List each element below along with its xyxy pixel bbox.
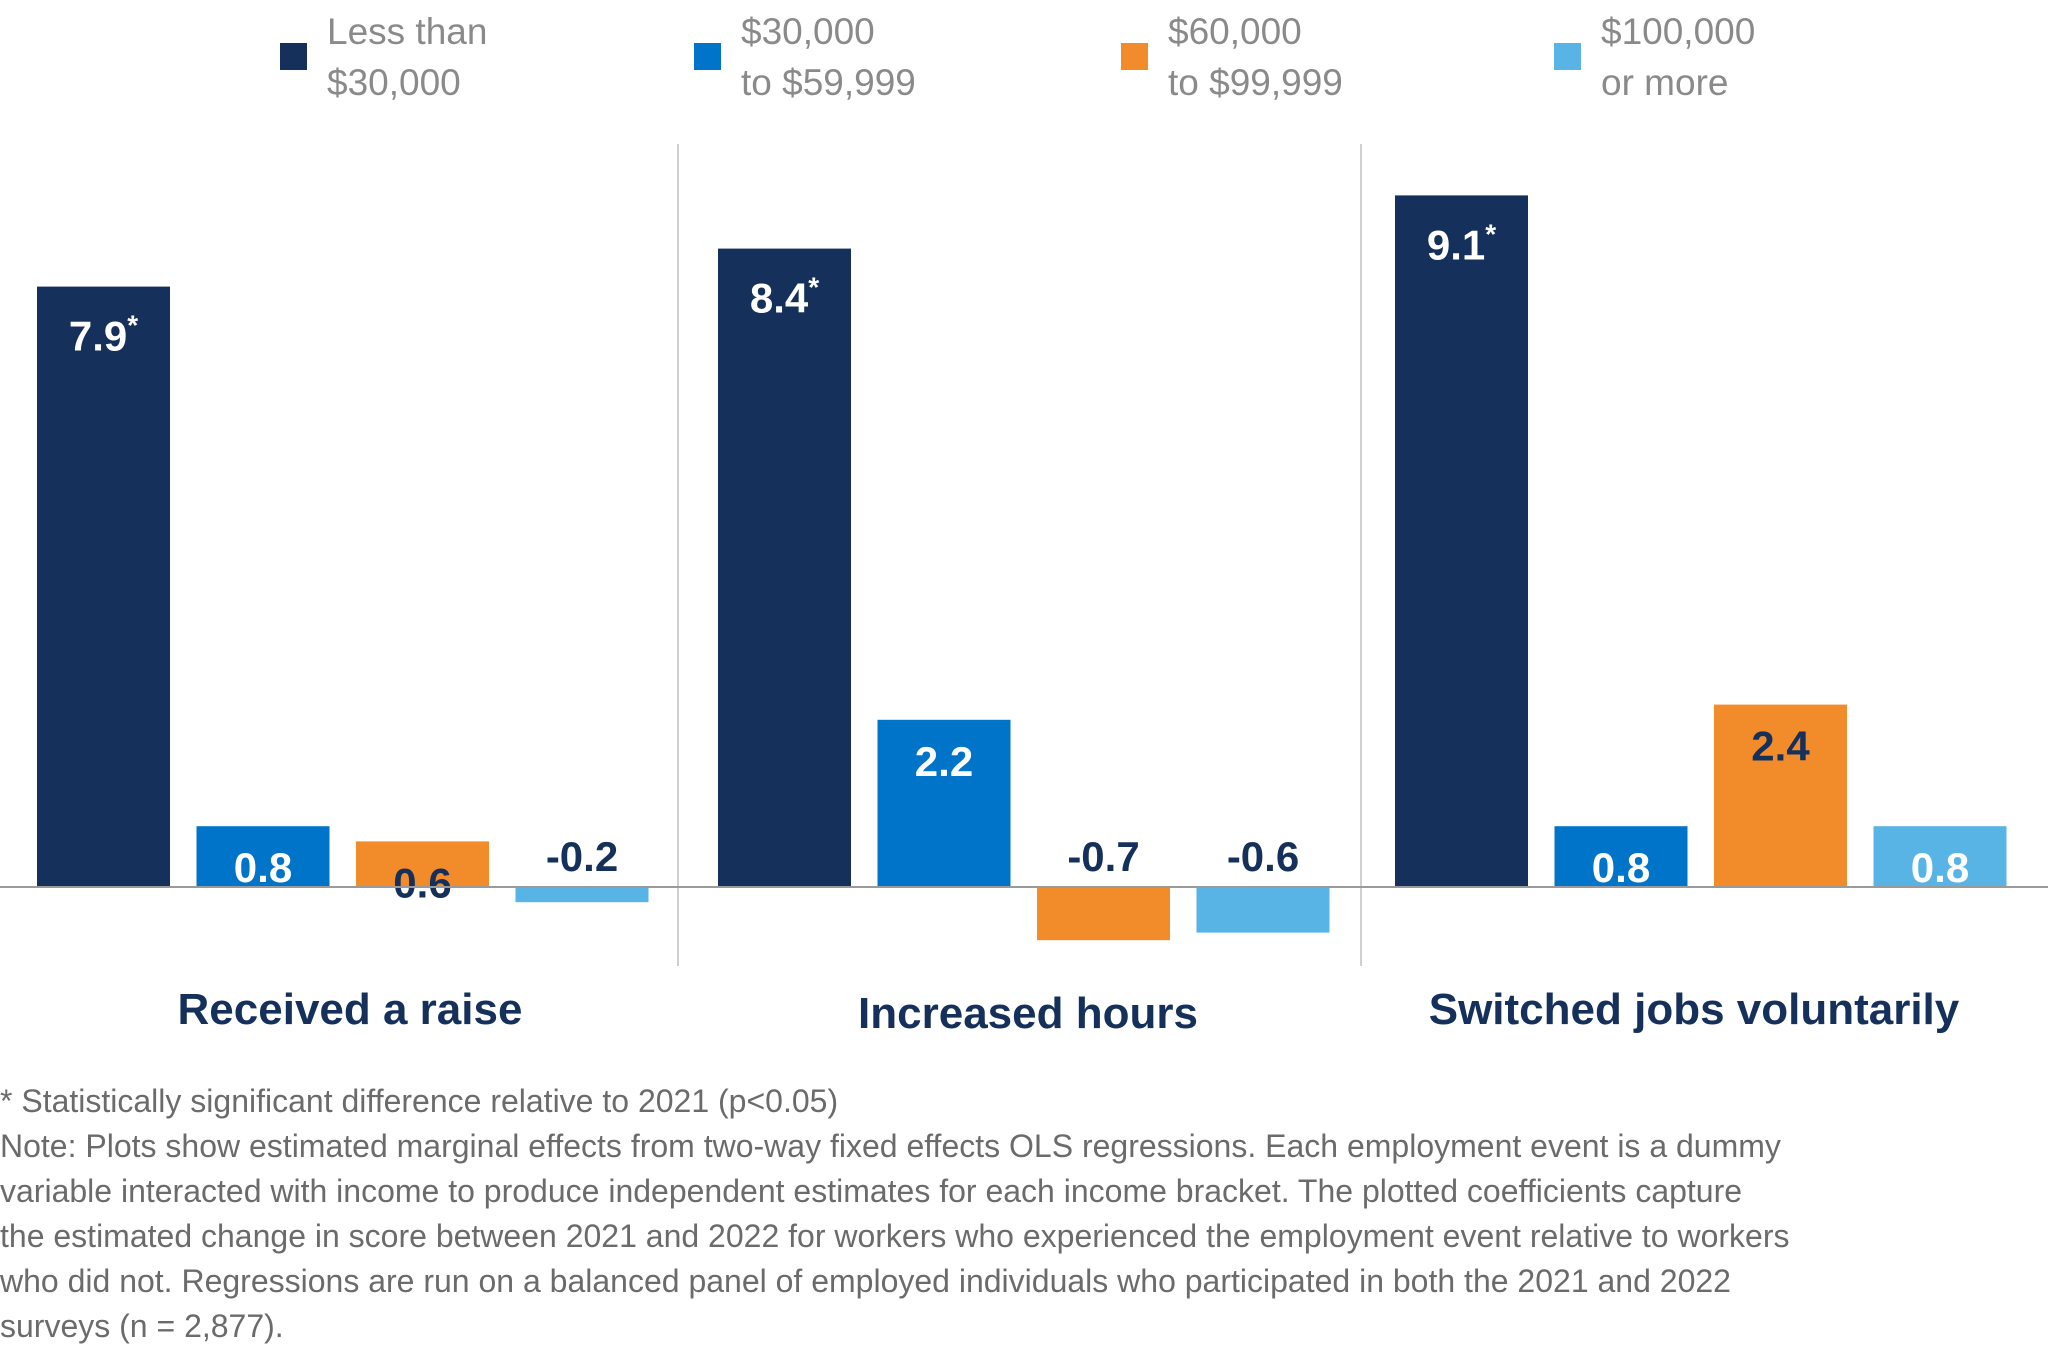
data-label: 2.4 (1751, 723, 1810, 770)
legend-label: to $59,999 (741, 62, 916, 103)
legend-label: or more (1601, 62, 1728, 103)
legend-swatch (1554, 43, 1581, 70)
data-label: 0.6 (393, 859, 451, 906)
data-label: 0.8 (1911, 844, 1969, 891)
data-label: -0.2 (546, 833, 618, 880)
legend-label: Less than (327, 11, 487, 52)
footnote-significance: * Statistically significant difference r… (0, 1083, 838, 1119)
bars: 7.9* 0.8 0.6 -0.2 8.4* 2.2 -0.7 -0.6 9.1* 0.8 2.4 0… (37, 195, 2007, 941)
footnote-line: surveys (n = 2,877). (0, 1308, 284, 1344)
footnote-line: Note: Plots show estimated marginal effe… (0, 1128, 1781, 1164)
bar (196, 826, 330, 887)
data-label: -0.6 (1227, 833, 1299, 880)
legend-label: $30,000 (741, 11, 875, 52)
bar (1037, 887, 1170, 941)
footnote-line: who did not. Regressions are run on a ba… (0, 1263, 1731, 1299)
footnotes: * Statistically significant difference r… (0, 1083, 1789, 1344)
bar (877, 719, 1011, 887)
legend-swatch (694, 43, 721, 70)
data-label: 7.9* (69, 310, 138, 360)
legend: Less than $30,000 $30,000 to $59,999 $60,000… (280, 11, 1755, 103)
bar (1554, 826, 1688, 887)
legend-label: to $99,999 (1168, 62, 1343, 103)
legend-label: $100,000 (1601, 11, 1755, 52)
legend-swatch (280, 43, 307, 70)
data-label: 0.8 (234, 844, 292, 891)
category-labels: Received a raise Increased hours Switche… (178, 985, 1960, 1038)
data-label: -0.7 (1067, 833, 1139, 880)
bar (1196, 887, 1330, 933)
category-label: Received a raise (178, 985, 523, 1034)
category-label: Switched jobs voluntarily (1429, 985, 1960, 1034)
legend-label: $60,000 (1168, 11, 1302, 52)
bar (718, 248, 851, 888)
bar (515, 887, 649, 903)
data-label: 8.4* (750, 272, 819, 322)
footnote-line: variable interacted with income to produ… (0, 1173, 1742, 1209)
bar (356, 841, 489, 887)
panel-dividers (677, 144, 1362, 966)
category-label: Increased hours (858, 989, 1198, 1038)
data-label: 0.8 (1592, 844, 1650, 891)
bar (1395, 195, 1528, 887)
bar (37, 286, 170, 888)
footnote-line: the estimated change in score between 20… (0, 1218, 1789, 1254)
data-label: 9.1* (1427, 218, 1496, 268)
bar (1873, 826, 2007, 887)
bar (1714, 704, 1847, 887)
data-label: 2.2 (915, 738, 973, 785)
legend-label: $30,000 (327, 62, 461, 103)
legend-swatch (1121, 43, 1148, 70)
